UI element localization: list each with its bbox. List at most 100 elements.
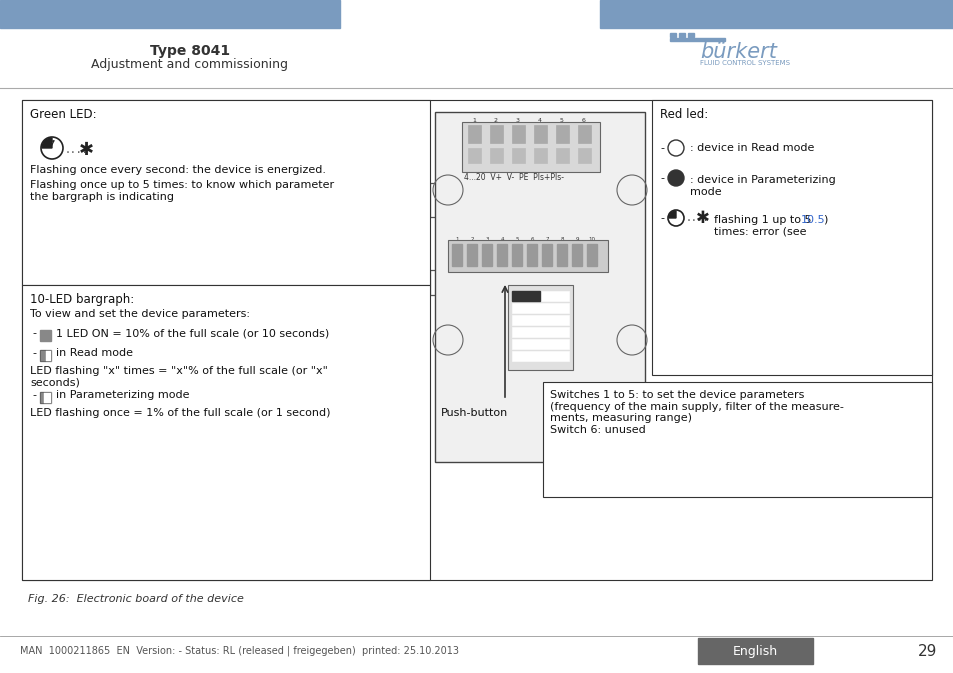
Text: LED flashing once = 1% of the full scale (or 1 second): LED flashing once = 1% of the full scale… bbox=[30, 408, 330, 418]
Bar bbox=[481, 244, 492, 266]
Text: 5: 5 bbox=[515, 237, 518, 242]
Text: ): ) bbox=[822, 215, 826, 225]
Bar bbox=[556, 125, 568, 143]
Text: Flashing once every second: the device is energized.: Flashing once every second: the device i… bbox=[30, 165, 326, 175]
Text: -: - bbox=[32, 348, 36, 358]
Bar bbox=[512, 244, 521, 266]
Text: 8: 8 bbox=[559, 237, 563, 242]
Text: ....: .... bbox=[685, 213, 709, 223]
Text: ....: .... bbox=[65, 145, 89, 155]
Text: -: - bbox=[32, 390, 36, 400]
Bar bbox=[40, 350, 51, 361]
Bar bbox=[22, 100, 931, 580]
Bar bbox=[461, 122, 599, 172]
Bar bbox=[512, 327, 568, 337]
Bar bbox=[22, 285, 430, 580]
Text: : device in Parameterizing
mode: : device in Parameterizing mode bbox=[689, 175, 835, 197]
Text: LED flashing "x" times = "x"% of the full scale (or "x"
seconds): LED flashing "x" times = "x"% of the ful… bbox=[30, 366, 328, 388]
Bar bbox=[497, 244, 506, 266]
Text: 1 LED ON = 10% of the full scale (or 10 seconds): 1 LED ON = 10% of the full scale (or 10 … bbox=[56, 328, 329, 338]
Bar bbox=[512, 315, 568, 325]
Text: 3: 3 bbox=[485, 237, 488, 242]
Text: 10-LED bargraph:: 10-LED bargraph: bbox=[30, 293, 134, 306]
Bar bbox=[599, 0, 953, 28]
Text: FLUID CONTROL SYSTEMS: FLUID CONTROL SYSTEMS bbox=[700, 60, 789, 66]
Text: To view and set the device parameters:: To view and set the device parameters: bbox=[30, 309, 250, 319]
Text: 29: 29 bbox=[918, 643, 937, 658]
Bar bbox=[40, 392, 51, 403]
Text: 4...20  V+  V-  PE  Pls+Pls-: 4...20 V+ V- PE Pls+Pls- bbox=[463, 173, 563, 182]
Text: Fig. 26:  Electronic board of the device: Fig. 26: Electronic board of the device bbox=[28, 594, 244, 604]
Text: 2: 2 bbox=[470, 237, 474, 242]
Bar bbox=[468, 125, 480, 143]
Bar bbox=[490, 125, 502, 143]
Text: Adjustment and commissioning: Adjustment and commissioning bbox=[91, 58, 288, 71]
Bar bbox=[467, 244, 476, 266]
Text: 5: 5 bbox=[559, 118, 563, 123]
Text: 6: 6 bbox=[581, 118, 585, 123]
Bar bbox=[578, 125, 590, 143]
Bar bbox=[512, 291, 539, 301]
Bar bbox=[512, 125, 524, 143]
Bar bbox=[557, 244, 566, 266]
Text: 9: 9 bbox=[575, 237, 578, 242]
Bar bbox=[468, 148, 480, 163]
Bar bbox=[452, 244, 461, 266]
Text: -: - bbox=[659, 173, 663, 183]
Bar bbox=[0, 0, 339, 28]
Bar bbox=[578, 148, 590, 163]
Bar bbox=[512, 148, 524, 163]
Bar bbox=[40, 330, 51, 341]
Bar bbox=[46, 350, 51, 361]
Text: 7: 7 bbox=[545, 237, 548, 242]
Text: 10.5: 10.5 bbox=[801, 215, 824, 225]
Wedge shape bbox=[668, 211, 676, 218]
Text: 4: 4 bbox=[499, 237, 503, 242]
Text: 10: 10 bbox=[588, 237, 595, 242]
Text: flashing 1 up to 5
times: error (see: flashing 1 up to 5 times: error (see bbox=[713, 215, 811, 237]
Text: -: - bbox=[659, 143, 663, 153]
Text: in Parameterizing mode: in Parameterizing mode bbox=[56, 390, 190, 400]
Bar bbox=[40, 350, 51, 361]
Bar bbox=[534, 125, 546, 143]
Bar bbox=[679, 33, 684, 37]
Wedge shape bbox=[42, 138, 52, 148]
Bar bbox=[542, 382, 931, 497]
Text: 3: 3 bbox=[516, 118, 519, 123]
Text: 6: 6 bbox=[530, 237, 533, 242]
Text: Push-button: Push-button bbox=[441, 408, 508, 418]
Bar bbox=[687, 33, 693, 37]
Circle shape bbox=[667, 170, 683, 186]
Text: MAN  1000211865  EN  Version: - Status: RL (released | freigegeben)  printed: 25: MAN 1000211865 EN Version: - Status: RL … bbox=[20, 646, 458, 656]
Text: ✱: ✱ bbox=[78, 141, 93, 159]
Bar bbox=[556, 148, 568, 163]
Bar bbox=[490, 148, 502, 163]
Text: 1: 1 bbox=[472, 118, 476, 123]
Bar bbox=[512, 339, 568, 349]
Text: Switches 1 to 5: to set the device parameters
(frequency of the main supply, fil: Switches 1 to 5: to set the device param… bbox=[550, 390, 843, 435]
Bar bbox=[448, 240, 607, 272]
Text: -: - bbox=[659, 213, 663, 223]
Bar bbox=[669, 33, 676, 37]
Text: : device in Read mode: : device in Read mode bbox=[689, 143, 814, 153]
Bar bbox=[512, 291, 568, 301]
Bar bbox=[541, 244, 552, 266]
Bar bbox=[572, 244, 581, 266]
Text: -: - bbox=[32, 328, 36, 338]
Bar bbox=[435, 112, 644, 462]
Bar bbox=[698, 638, 812, 664]
Bar bbox=[22, 100, 430, 285]
Bar bbox=[40, 392, 51, 403]
Text: 2: 2 bbox=[494, 118, 497, 123]
Bar bbox=[507, 285, 573, 370]
Text: English: English bbox=[732, 645, 777, 658]
Text: 1: 1 bbox=[455, 237, 458, 242]
Bar bbox=[526, 244, 537, 266]
Bar bbox=[534, 148, 546, 163]
Text: 4: 4 bbox=[537, 118, 541, 123]
Text: Green LED:: Green LED: bbox=[30, 108, 96, 121]
Bar bbox=[669, 38, 724, 41]
Text: ✱: ✱ bbox=[696, 209, 709, 227]
Bar bbox=[512, 303, 568, 313]
Text: Flashing once up to 5 times: to know which parameter
the bargraph is indicating: Flashing once up to 5 times: to know whi… bbox=[30, 180, 334, 202]
